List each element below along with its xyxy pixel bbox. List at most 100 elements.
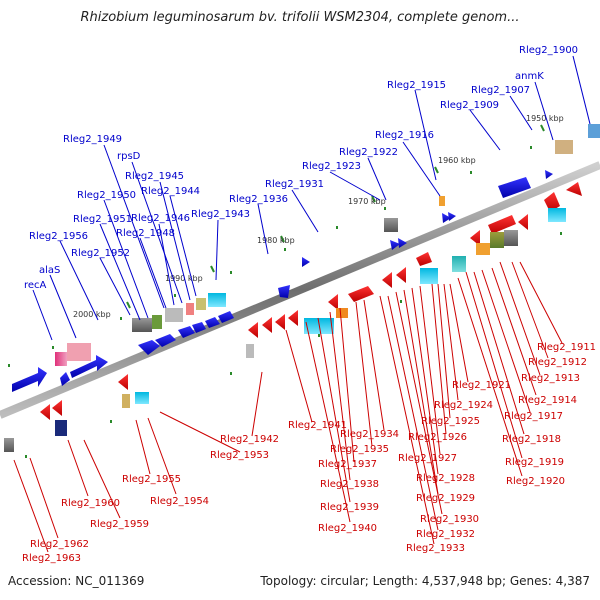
gene-label[interactable]: Rleg2_1926 [408, 432, 467, 443]
gene-label[interactable]: Rleg2_1918 [502, 434, 561, 445]
gene-label[interactable]: Rleg2_1923 [302, 161, 361, 172]
gene-arrow[interactable] [348, 286, 374, 302]
gene-box[interactable] [504, 230, 518, 246]
gene-label[interactable]: Rleg2_1956 [29, 231, 88, 242]
gene-label[interactable]: Rleg2_1945 [125, 171, 184, 182]
gene-label[interactable]: Rleg2_1931 [265, 179, 324, 190]
gene-arrow[interactable] [218, 311, 234, 323]
gene-label[interactable]: Rleg2_1928 [416, 473, 475, 484]
gene-box[interactable] [196, 298, 206, 310]
gene-box[interactable] [555, 140, 573, 154]
gene-label[interactable]: Rleg2_1935 [330, 444, 389, 455]
gene-label[interactable]: Rleg2_1913 [521, 373, 580, 384]
gene-box[interactable] [336, 308, 348, 318]
gene-label[interactable]: Rleg2_1929 [416, 493, 475, 504]
gene-label[interactable]: Rleg2_1936 [229, 194, 288, 205]
gene-label[interactable]: Rleg2_1921 [452, 380, 511, 391]
gene-box[interactable] [122, 394, 130, 408]
gene-label[interactable]: Rleg2_1937 [318, 459, 377, 470]
gene-arrow[interactable] [328, 294, 338, 310]
gene-box[interactable] [67, 343, 91, 361]
gene-label[interactable]: Rleg2_1907 [471, 85, 530, 96]
gene-label[interactable]: Rleg2_1959 [90, 519, 149, 530]
gene-arrow[interactable] [138, 340, 160, 355]
gene-arrow[interactable] [566, 182, 582, 196]
gene-box[interactable] [246, 344, 254, 358]
gene-box[interactable] [55, 352, 67, 366]
gene-box[interactable] [186, 303, 194, 315]
gene-arrow[interactable] [545, 170, 553, 179]
gene-label[interactable]: Rleg2_1925 [421, 416, 480, 427]
gene-label[interactable]: Rleg2_1949 [63, 134, 122, 145]
gene-arrow[interactable] [448, 212, 456, 221]
gene-arrow[interactable] [302, 257, 310, 267]
gene-label[interactable]: Rleg2_1922 [339, 147, 398, 158]
gene-label[interactable]: alaS [39, 265, 60, 276]
gene-arrow[interactable] [498, 177, 531, 198]
gene-arrow[interactable] [248, 322, 258, 338]
gene-arrow[interactable] [416, 252, 432, 266]
gene-label[interactable]: Rleg2_1934 [340, 429, 399, 440]
gene-box[interactable] [476, 243, 490, 255]
gene-arrow[interactable] [470, 230, 480, 246]
gene-label[interactable]: Rleg2_1930 [420, 514, 479, 525]
gene-label[interactable]: Rleg2_1912 [528, 357, 587, 368]
gene-arrow[interactable] [275, 314, 285, 330]
gene-box[interactable] [490, 232, 504, 248]
gene-box[interactable] [135, 392, 149, 404]
gene-label[interactable]: Rleg2_1911 [537, 342, 596, 353]
gene-label[interactable]: Rleg2_1900 [519, 45, 578, 56]
gene-box[interactable] [165, 308, 183, 322]
gene-arrow[interactable] [278, 285, 290, 298]
gene-label[interactable]: Rleg2_1914 [518, 395, 577, 406]
gene-box[interactable] [420, 268, 438, 284]
gene-label[interactable]: Rleg2_1909 [440, 100, 499, 111]
gene-label[interactable]: Rleg2_1927 [398, 453, 457, 464]
gene-arrow[interactable] [390, 240, 400, 250]
gene-arrow[interactable] [544, 192, 560, 212]
gene-box[interactable] [588, 124, 600, 138]
gene-label[interactable]: Rleg2_1954 [150, 496, 209, 507]
gene-label[interactable]: Rleg2_1944 [141, 186, 200, 197]
gene-label[interactable]: Rleg2_1938 [320, 479, 379, 490]
gene-box[interactable] [132, 318, 152, 332]
gene-box[interactable] [152, 315, 162, 329]
gene-arrow[interactable] [52, 400, 62, 416]
gene-arrow[interactable] [192, 322, 206, 333]
gene-label[interactable]: Rleg2_1942 [220, 434, 279, 445]
gene-arrow[interactable] [398, 238, 407, 248]
gene-label[interactable]: Rleg2_1916 [375, 130, 434, 141]
gene-label[interactable]: Rleg2_1920 [506, 476, 565, 487]
gene-arrow[interactable] [40, 404, 50, 420]
gene-arrow[interactable] [488, 215, 516, 234]
gene-arrow[interactable] [155, 334, 176, 347]
gene-label[interactable]: Rleg2_1948 [116, 228, 175, 239]
gene-arrow[interactable] [382, 272, 392, 288]
gene-label[interactable]: Rleg2_1943 [191, 209, 250, 220]
gene-label[interactable]: Rleg2_1919 [505, 457, 564, 468]
gene-box[interactable] [439, 196, 445, 206]
gene-label[interactable]: Rleg2_1952 [71, 248, 130, 259]
gene-arrow[interactable] [70, 355, 108, 378]
gene-label[interactable]: Rleg2_1932 [416, 529, 475, 540]
gene-label[interactable]: Rleg2_1924 [434, 400, 493, 411]
gene-label[interactable]: Rleg2_1917 [504, 411, 563, 422]
gene-label[interactable]: Rleg2_1962 [30, 539, 89, 550]
gene-label[interactable]: Rleg2_1955 [122, 474, 181, 485]
gene-label[interactable]: Rleg2_1941 [288, 420, 347, 431]
gene-box[interactable] [452, 256, 466, 272]
gene-label[interactable]: Rleg2_1915 [387, 80, 446, 91]
gene-label[interactable]: Rleg2_1960 [61, 498, 120, 509]
gene-arrow[interactable] [12, 367, 47, 392]
gene-box[interactable] [55, 420, 67, 436]
gene-arrow[interactable] [205, 317, 220, 328]
gene-box[interactable] [548, 208, 566, 222]
gene-arrow[interactable] [178, 326, 195, 338]
gene-label[interactable]: Rleg2_1933 [406, 543, 465, 554]
gene-arrow[interactable] [518, 214, 528, 230]
gene-arrow[interactable] [60, 372, 70, 386]
gene-label[interactable]: Rleg2_1939 [320, 502, 379, 513]
gene-label[interactable]: Rleg2_1963 [22, 553, 81, 564]
gene-arrow[interactable] [288, 310, 298, 326]
gene-arrow[interactable] [442, 213, 451, 223]
